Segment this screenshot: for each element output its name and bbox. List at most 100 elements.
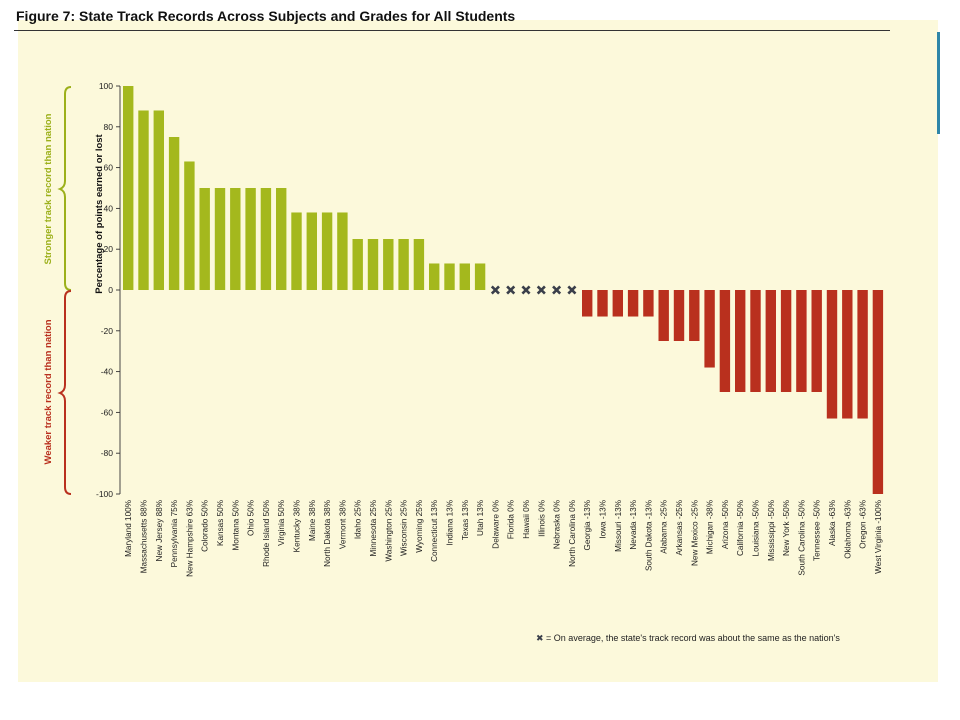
bar [842,290,853,419]
y-tick-label: 100 [99,81,113,91]
category-label: Hawaii 0% [522,500,531,539]
bar [123,86,134,290]
bar [612,290,623,317]
bar [765,290,776,392]
category-label: Alaska -63% [828,500,837,546]
bar [260,188,272,290]
bar [138,110,149,290]
y-tick-label: 80 [104,122,114,132]
category-label: California -50% [736,500,745,556]
bar [627,290,639,317]
category-label: South Carolina -50% [797,500,806,576]
category-label: Indiana 13% [446,500,455,546]
bracket-weaker-shape [57,290,72,495]
category-label: Georgia -13% [583,500,592,551]
bar [658,290,669,341]
bar [719,290,731,392]
category-label: Maine 38% [308,500,317,541]
same-as-nation-icon [552,285,562,295]
category-labels: Maryland 100% Massachusetts 88% New Jersey… [124,500,883,577]
bar [352,239,363,290]
category-label: Utah 13% [476,500,485,536]
bar [643,290,654,317]
category-label: Missouri -13% [614,500,623,552]
same-as-nation-icon [536,285,546,295]
bar [184,161,195,290]
category-label: South Dakota -13% [644,500,653,571]
category-label: Texas 13% [461,500,470,540]
marker-stroke [536,285,546,295]
category-label: Connecticut 13% [430,500,439,562]
category-label: Kentucky 38% [293,500,302,552]
marker-stroke [490,285,500,295]
bar [306,212,317,290]
marker-stroke [567,285,577,295]
category-label: Ohio 50% [247,500,256,536]
category-label: Pennsylvania 75% [170,500,179,567]
category-label: Virginia 50% [277,500,286,546]
bar [214,188,226,290]
category-label: New York -50% [782,500,791,556]
category-label: New Jersey 88% [155,500,164,561]
y-tick-label: 60 [104,163,114,173]
bar [153,110,164,290]
bar [398,239,409,290]
same-as-nation-icon [506,285,516,295]
category-label: Idaho 25% [354,500,363,539]
bar [735,290,746,392]
bar [474,263,486,290]
category-label: Arizona -50% [721,500,730,549]
footnote-text: = On average, the state's track record w… [543,633,840,643]
bars [123,86,884,494]
bar [276,188,287,290]
category-label: Maryland 100% [124,500,133,557]
category-label: West Virginia -100% [874,500,883,574]
y-tick-label: 0 [108,285,113,295]
category-label: Mississippi -50% [767,500,776,561]
bar [321,212,333,290]
bar [337,212,348,290]
category-label: Oregon -63% [859,500,868,549]
bar [704,290,715,368]
category-label: Nevada -13% [629,500,638,550]
category-label: Nebraska 0% [553,500,562,549]
y-axis-label: Percentage of points earned or lost [94,133,105,293]
bar [168,137,180,290]
category-label: Montana 50% [231,500,240,551]
bracket-weaker: Weaker track record than nation [43,290,72,495]
category-label: North Carolina 0% [568,500,577,567]
bar [367,239,379,290]
bar [291,212,302,290]
category-label: Tennessee -50% [813,500,822,561]
category-label: Illinois 0% [537,500,546,537]
category-label: Wyoming 25% [415,500,424,553]
category-label: Washington 25% [384,500,393,562]
y-tick-label: 20 [104,244,114,254]
category-label: Oklahoma -63% [843,500,852,559]
marker-stroke [506,285,516,295]
bar [811,290,822,392]
y-tick-label: -20 [101,326,114,336]
bracket-stronger-label: Stronger track record than nation [43,113,54,264]
marker-stroke [552,285,562,295]
bar [413,239,425,290]
title-rule [14,30,890,31]
category-label: Minnesota 25% [369,500,378,556]
category-label: Michigan -38% [706,500,715,554]
bracket-stronger-shape [57,86,72,291]
bar [750,290,761,392]
bar [245,188,256,290]
bar [872,290,884,494]
bar [673,290,685,341]
bar [429,263,440,290]
category-label: Delaware 0% [491,500,500,549]
category-label: Massachusetts 88% [140,500,149,573]
category-label: New Mexico -25% [690,500,699,566]
category-label: Colorado 50% [201,500,210,552]
footnote: ✖ = On average, the state's track record… [536,633,840,644]
category-label: Kansas 50% [216,500,225,546]
same-as-nation-icon [490,285,500,295]
bar [383,239,394,290]
bar [459,263,470,290]
marker-stroke [521,285,531,295]
